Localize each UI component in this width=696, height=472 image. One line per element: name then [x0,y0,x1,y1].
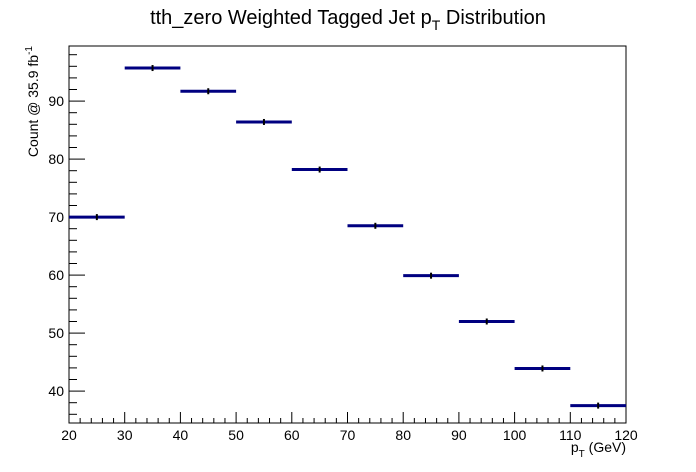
x-tick-label: 60 [284,427,300,443]
x-tick-label: 70 [340,427,356,443]
data-point [124,65,181,72]
x-tick-label: 40 [173,427,189,443]
data-point [514,365,571,372]
data-point [236,118,292,125]
y-tick-label: 90 [48,93,64,109]
y-tick-label: 40 [48,383,64,399]
y-tick-label: 50 [48,325,64,341]
x-tick-label: 90 [451,427,467,443]
y-tick-label: 80 [48,151,64,167]
x-axis: 20 30 40 50 60 70 80 90 100 110 120 [61,412,638,443]
y-tick-label: 70 [48,209,64,225]
x-axis-label-main: p [571,439,579,455]
y-tick-label: 60 [48,267,64,283]
chart-title: tth_zero Weighted Tagged Jet pT Distribu… [150,7,546,33]
x-axis-label-rest: (GeV) [585,439,626,455]
x-tick-label: 80 [395,427,411,443]
x-axis-label: pT (GeV) [571,439,626,460]
x-tick-label: 100 [503,427,527,443]
data-point [347,222,404,229]
data-point [458,318,515,325]
x-tick-label: 50 [228,427,244,443]
chart-title-subscript: T [432,17,441,33]
data-series [69,65,626,409]
y-axis: 40 50 60 70 80 90 [48,54,85,415]
y-axis-label-superscript: -1 [24,46,35,55]
chart-title-prefix: tth_zero Weighted Tagged Jet p [150,7,432,29]
data-point [403,272,459,279]
data-point [291,166,348,173]
x-axis-label-subscript: T [579,449,585,460]
x-tick-label: 20 [61,427,77,443]
x-tick-label: 30 [117,427,133,443]
data-point [180,88,237,95]
data-point [69,214,125,221]
data-point [570,402,626,409]
y-axis-label-main: Count @ 35.9 fb [25,55,41,157]
y-axis-label: Count @ 35.9 fb-1 [24,46,41,158]
chart-title-suffix: Distribution [440,7,546,29]
x-tick-label: 110 [559,427,582,443]
x-tick-label: 120 [614,427,638,443]
